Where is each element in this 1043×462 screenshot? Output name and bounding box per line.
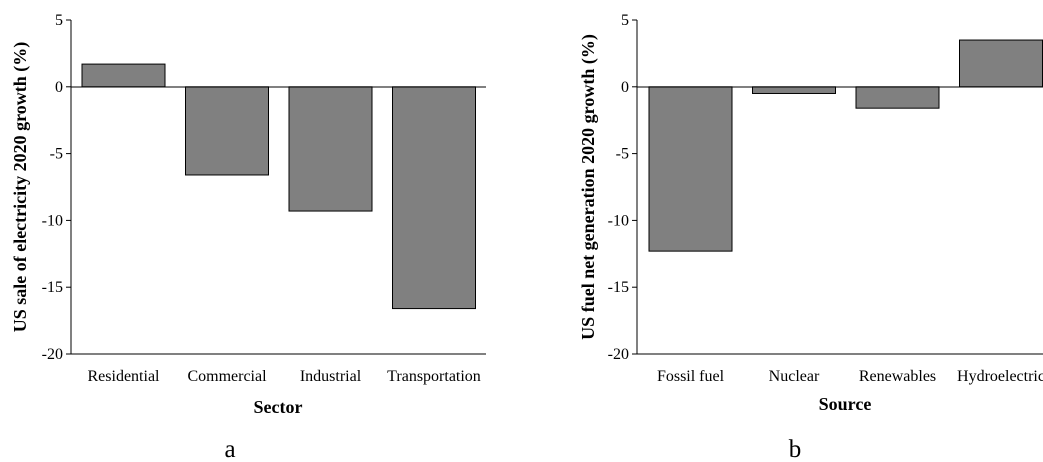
chart-b-category-label: Nuclear [769, 368, 820, 385]
chart-b-category-label: Renewables [859, 368, 936, 385]
chart-b-bar-renewables [855, 86, 940, 109]
chart-b-y-tick-label: -5 [616, 146, 629, 163]
chart-b-bars [648, 39, 1043, 252]
chart-a-category-labels: Residential Commercial Industrial Transport… [88, 368, 481, 385]
chart-b-bar-hydroelectric [959, 39, 1043, 88]
chart-b-y-ticks: 5 0 -5 -10 -15 -20 [608, 12, 637, 363]
chart-a-bars [81, 63, 476, 310]
chart-a-bar-industrial [288, 86, 373, 212]
chart-a-y-tick-label: 0 [55, 79, 63, 96]
chart-a-category-label: Residential [88, 368, 161, 385]
chart-a-y-tick-label: -15 [42, 279, 63, 296]
chart-b-y-tick-label: -10 [608, 212, 629, 229]
chart-b-y-axis-title: US fuel net generation 2020 growth (%) [578, 34, 599, 340]
chart-a: 5 0 -5 -10 -15 -20 Residential Commercial Indus… [10, 12, 486, 462]
chart-b-x-axis-title: Source [819, 394, 872, 414]
chart-b-y-tick-label: 5 [621, 12, 629, 29]
chart-a-category-label: Industrial [300, 368, 362, 385]
chart-a-y-ticks: 5 0 -5 -10 -15 -20 [42, 12, 71, 363]
chart-b-bar-nuclear [752, 86, 836, 94]
chart-a-category-label: Transportation [387, 368, 481, 385]
chart-b-panel-label: b [789, 436, 802, 462]
chart-b-category-label: Hydroelectric [957, 368, 1043, 385]
chart-a-bar-residential [81, 63, 166, 88]
chart-b-y-tick-label: -15 [608, 279, 629, 296]
chart-b-y-tick-label: -20 [608, 346, 629, 363]
chart-a-category-label: Commercial [187, 368, 267, 385]
chart-a-x-axis-title: Sector [254, 397, 303, 417]
chart-a-y-axis-title: US sale of electricity 2020 growth (%) [10, 42, 31, 333]
chart-a-y-tick-label: -5 [50, 146, 63, 163]
chart-b-category-label: Fossil fuel [657, 368, 725, 385]
chart-a-y-tick-label: -10 [42, 212, 63, 229]
chart-a-bar-commercial [185, 86, 269, 176]
chart-a-y-tick-label: 5 [55, 12, 63, 29]
chart-a-y-tick-label: -20 [42, 346, 63, 363]
chart-a-bar-transportation [392, 86, 476, 310]
chart-b: 5 0 -5 -10 -15 -20 Fossil fuel Nuclear Renewabl… [578, 12, 1043, 462]
chart-b-y-tick-label: 0 [621, 79, 629, 96]
chart-b-bar-fossil-fuel [648, 86, 733, 252]
chart-a-panel-label: a [224, 436, 235, 462]
chart-b-category-labels: Fossil fuel Nuclear Renewables Hydroelectri… [657, 368, 1043, 385]
